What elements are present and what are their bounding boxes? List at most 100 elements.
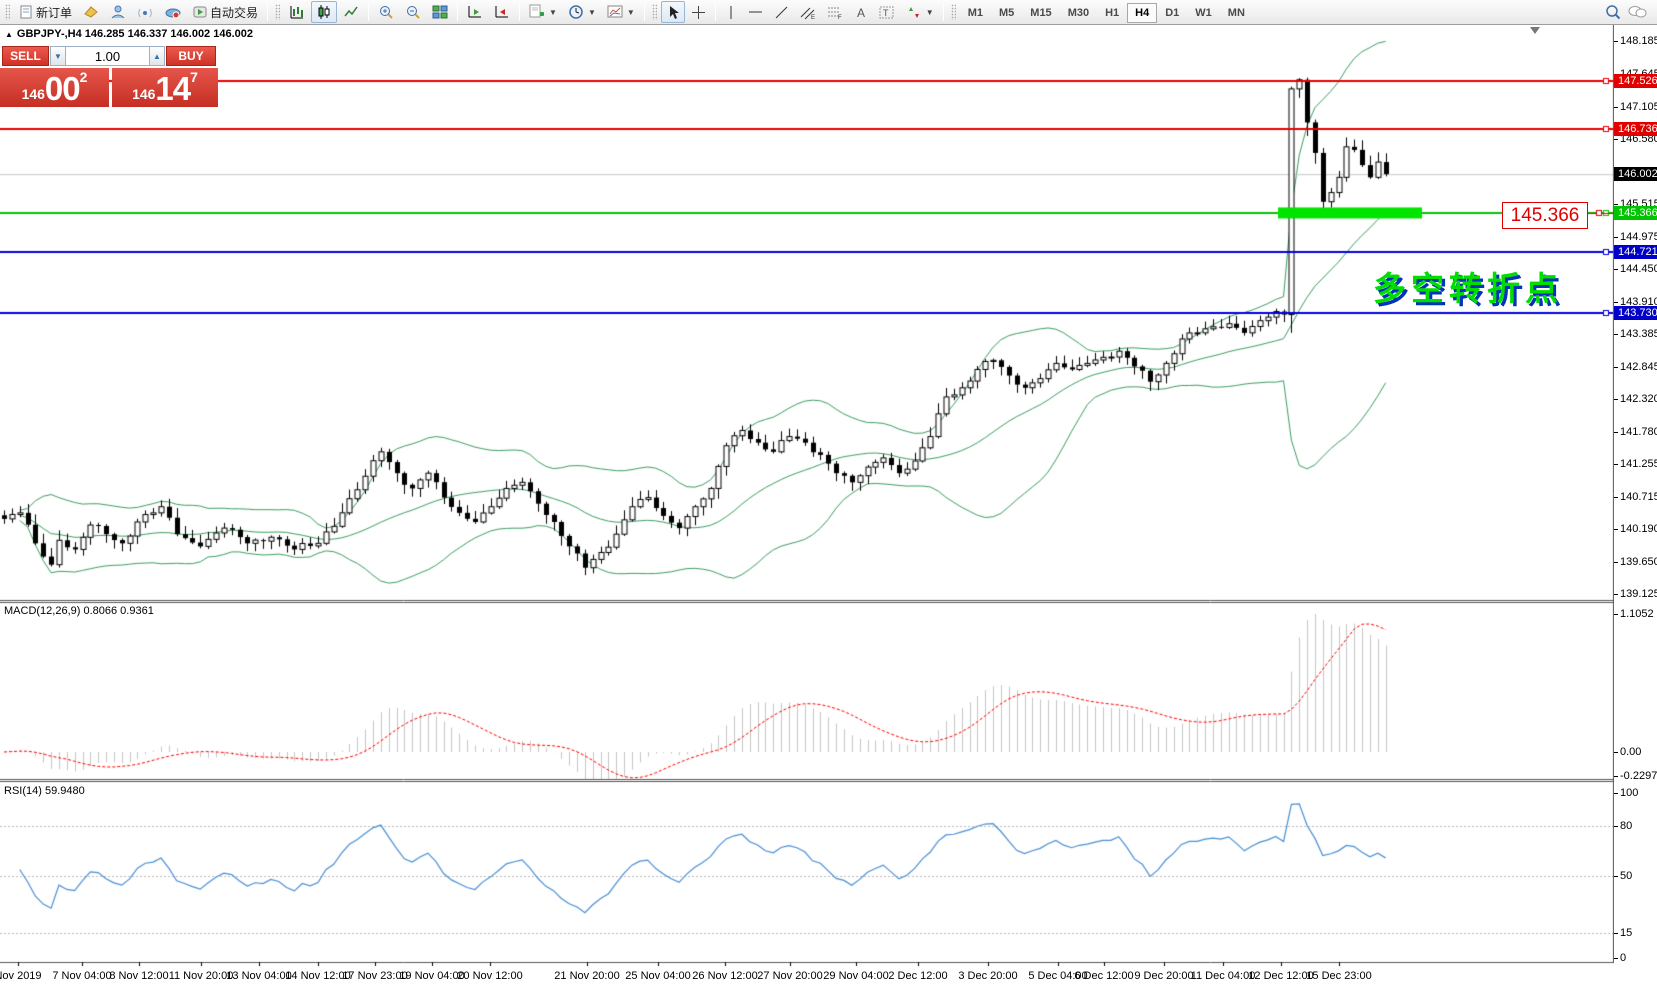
- timeframe-button-h4[interactable]: H4: [1127, 3, 1158, 23]
- chart-shift-button[interactable]: [489, 1, 515, 23]
- toolbar-drag-handle[interactable]: [651, 4, 657, 20]
- sell-price-big-figure: 146: [21, 86, 45, 102]
- zoom-in-button[interactable]: [373, 1, 399, 23]
- fibonacci-button[interactable]: F: [822, 1, 848, 23]
- time-axis-label: 9 Dec 20:00: [1134, 970, 1194, 982]
- timeframe-button-h1[interactable]: H1: [1105, 7, 1120, 19]
- periods-button[interactable]: ▼: [563, 1, 601, 23]
- trendline-button[interactable]: [769, 1, 794, 23]
- new-order-button[interactable]: 新订单: [14, 1, 77, 23]
- toolbar-separator: [519, 3, 521, 21]
- crosshair-icon: [691, 5, 705, 19]
- collapse-triangle-icon[interactable]: ▲: [5, 29, 13, 39]
- price-axis-tick: [1614, 301, 1618, 303]
- indicators-button[interactable]: ▼: [524, 1, 562, 23]
- buy-button[interactable]: BUY: [166, 46, 216, 66]
- chart-canvas[interactable]: [0, 25, 1614, 966]
- bar-chart-button[interactable]: [284, 1, 310, 23]
- symbol-ohlc-line[interactable]: ▲ GBPJPY-,H4 146.285 146.337 146.002 146…: [5, 28, 253, 40]
- zoom-out-icon: [407, 6, 420, 19]
- time-axis-label: 13 Nov 04:00: [226, 970, 292, 982]
- indicator-axis-tick: [1614, 876, 1618, 877]
- arrows-button[interactable]: ▼: [901, 1, 939, 23]
- indicator-axis-tick: [1614, 793, 1618, 794]
- indicator-axis-tick: [1614, 958, 1618, 959]
- market-button[interactable]: [159, 1, 187, 23]
- chart-shift-marker[interactable]: [1530, 27, 1540, 34]
- sell-price-display[interactable]: 146 00 2: [0, 68, 109, 107]
- chat-icon[interactable]: [1627, 4, 1647, 20]
- toolbar-drag-handle[interactable]: [5, 4, 10, 20]
- accounts-button[interactable]: [105, 1, 131, 23]
- volume-input[interactable]: [66, 46, 149, 66]
- price-axis[interactable]: 148.185147.645147.105146.580146.040145.5…: [1614, 25, 1657, 966]
- svg-text:F: F: [838, 15, 842, 20]
- cursor-button[interactable]: [660, 1, 685, 23]
- crosshair-button[interactable]: [686, 1, 711, 23]
- new-order-label: 新订单: [36, 5, 73, 20]
- price-axis-label: 141.255: [1620, 457, 1657, 470]
- indicator-axis-label: 50: [1620, 870, 1633, 882]
- price-axis-label: 147.105: [1620, 100, 1657, 113]
- indicator-axis-label: 80: [1620, 820, 1633, 832]
- channel-icon: E: [800, 7, 815, 20]
- auto-scroll-button[interactable]: [462, 1, 488, 23]
- toolbar-drag-handle[interactable]: [950, 4, 956, 20]
- price-annotation-box[interactable]: 145.366: [1502, 202, 1588, 229]
- volume-decrease-button[interactable]: ▼: [50, 46, 66, 66]
- dropdown-caret: ▼: [587, 7, 596, 17]
- zoom-in-icon: [380, 6, 393, 19]
- svg-text:A: A: [857, 6, 865, 20]
- person-icon: [111, 5, 125, 19]
- sell-button[interactable]: SELL: [2, 46, 49, 66]
- vertical-line-button[interactable]: [720, 1, 742, 23]
- channel-button[interactable]: E: [795, 1, 821, 23]
- timeframe-button-d1[interactable]: D1: [1165, 7, 1180, 19]
- bar-chart-icon: [290, 6, 304, 19]
- zoom-out-button[interactable]: [400, 1, 426, 23]
- line-chart-button[interactable]: [338, 1, 364, 23]
- horizontal-line-button[interactable]: [743, 1, 768, 23]
- search-icon[interactable]: [1605, 4, 1621, 20]
- price-axis-tick: [1614, 366, 1618, 368]
- toolbar-separator: [267, 3, 269, 21]
- line-chart-icon: [344, 6, 358, 17]
- indicators-icon: [529, 4, 545, 18]
- timeframe-button-m15[interactable]: M15: [1030, 7, 1052, 19]
- fibonacci-icon: F: [827, 7, 842, 20]
- candlestick-chart-button[interactable]: [311, 1, 338, 23]
- signals-button[interactable]: [132, 1, 158, 23]
- timeframe-button-w1[interactable]: W1: [1195, 7, 1212, 19]
- toolbar-separator: [457, 3, 459, 21]
- indicator-axis-label: 15: [1620, 927, 1633, 939]
- text-icon: A: [857, 6, 865, 20]
- volume-increase-button[interactable]: ▲: [149, 46, 165, 66]
- autotrading-button[interactable]: 自动交易: [188, 1, 263, 23]
- tile-windows-button[interactable]: [427, 1, 453, 23]
- indicator-axis-tick: [1614, 776, 1618, 777]
- svg-text:E: E: [811, 15, 815, 20]
- indicator-axis-tick: [1614, 752, 1618, 753]
- toolbar-drag-handle[interactable]: [275, 4, 281, 20]
- text-button[interactable]: A: [849, 1, 873, 23]
- timeframe-button-m5[interactable]: M5: [999, 7, 1015, 19]
- timeframe-button-m30[interactable]: M30: [1067, 7, 1090, 19]
- timeframe-button-m1[interactable]: M1: [967, 7, 983, 19]
- price-axis-label: 148.185: [1620, 35, 1657, 47]
- price-axis-tick: [1614, 561, 1618, 563]
- text-label-button[interactable]: T: [874, 1, 900, 23]
- turning-point-annotation[interactable]: 多空转折点: [1373, 270, 1563, 307]
- template-icon: [607, 5, 623, 18]
- templates-button[interactable]: ▼: [602, 1, 640, 23]
- price-axis-label: 144.450: [1620, 262, 1657, 275]
- price-axis-highlight: 144.721: [1614, 245, 1657, 260]
- ticket-button[interactable]: [78, 1, 104, 23]
- timeframe-button-mn[interactable]: MN: [1227, 7, 1245, 19]
- buy-price-display[interactable]: 146 14 7: [112, 68, 218, 107]
- buy-price-point: 7: [190, 69, 198, 85]
- price-axis-tick: [1614, 236, 1618, 238]
- price-axis-tick: [1614, 41, 1618, 42]
- time-axis-label: 6 Dec 12:00: [1074, 970, 1134, 982]
- autotrading-label: 自动交易: [210, 5, 259, 20]
